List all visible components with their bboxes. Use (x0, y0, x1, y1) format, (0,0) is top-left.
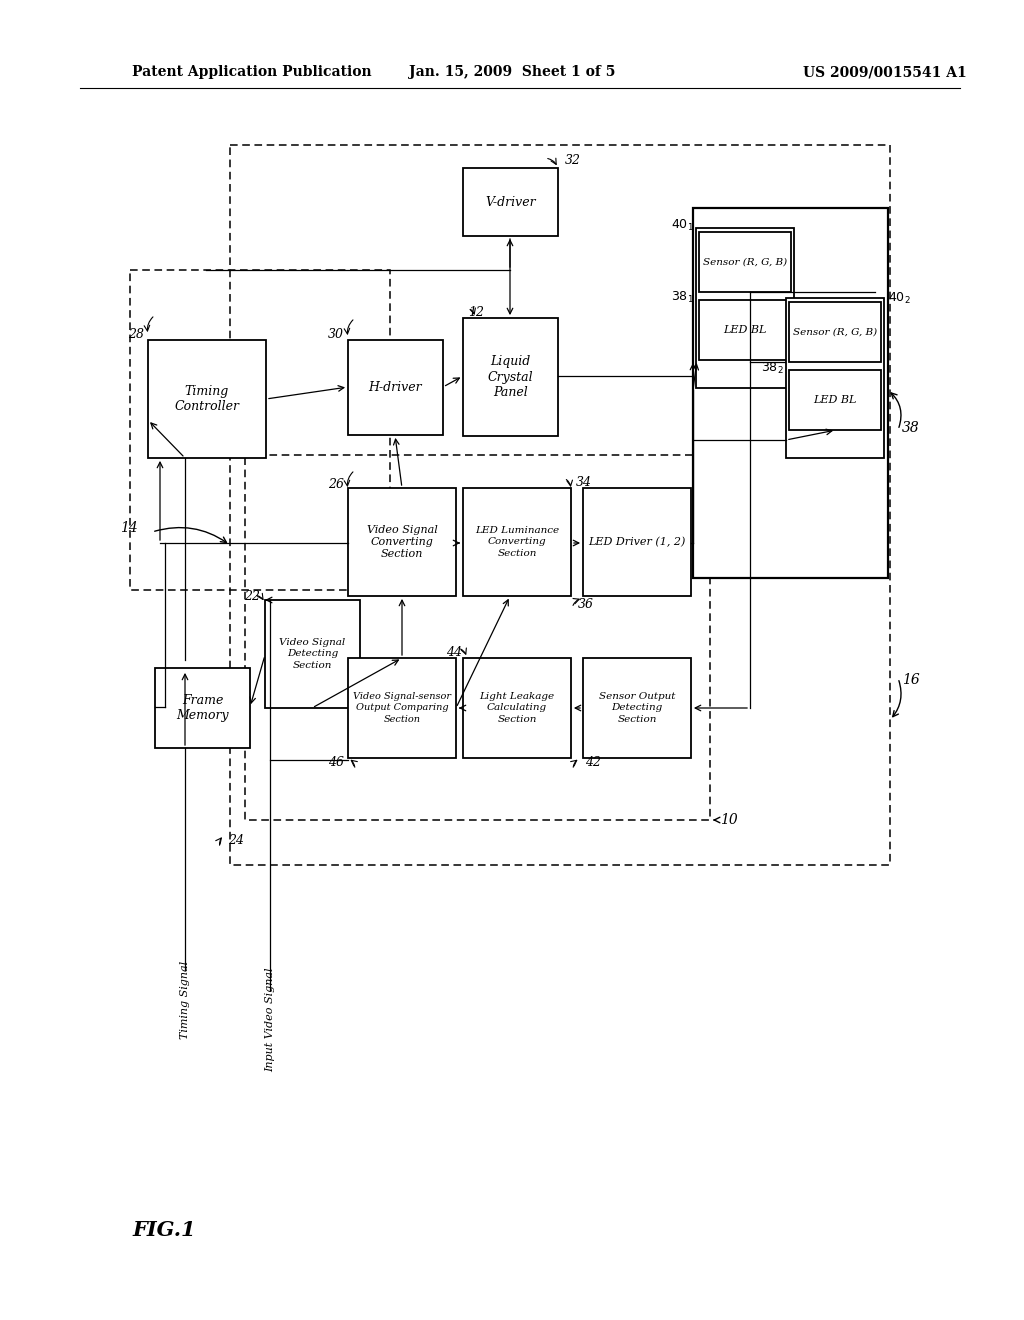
Text: Video Signal-sensor
Output Comparing
Section: Video Signal-sensor Output Comparing Sec… (353, 693, 451, 723)
Text: 36: 36 (578, 598, 594, 611)
Text: US 2009/0015541 A1: US 2009/0015541 A1 (803, 65, 967, 79)
Text: Liquid
Crystal
Panel: Liquid Crystal Panel (487, 355, 534, 400)
FancyBboxPatch shape (348, 657, 456, 758)
Text: 28: 28 (128, 329, 144, 342)
Text: 22: 22 (244, 590, 260, 603)
Text: 42: 42 (585, 756, 601, 770)
Text: 34: 34 (575, 477, 592, 490)
FancyBboxPatch shape (265, 601, 360, 708)
FancyBboxPatch shape (463, 488, 571, 597)
FancyBboxPatch shape (348, 341, 443, 436)
Text: Sensor (R, G, B): Sensor (R, G, B) (793, 327, 878, 337)
Text: Sensor (R, G, B): Sensor (R, G, B) (702, 257, 787, 267)
Text: V-driver: V-driver (485, 195, 536, 209)
Text: 46: 46 (328, 756, 344, 770)
FancyBboxPatch shape (693, 209, 888, 578)
Text: Video Signal
Detecting
Section: Video Signal Detecting Section (280, 639, 346, 669)
Text: Video Signal
Converting
Section: Video Signal Converting Section (367, 524, 437, 560)
Text: Frame
Memory: Frame Memory (176, 693, 228, 722)
Text: 38: 38 (902, 421, 920, 436)
Text: 30: 30 (328, 329, 344, 342)
FancyBboxPatch shape (583, 657, 691, 758)
Text: 24: 24 (228, 833, 244, 846)
Text: $38_1$: $38_1$ (672, 289, 694, 305)
FancyBboxPatch shape (699, 300, 791, 360)
Text: 10: 10 (720, 813, 737, 828)
Text: LED Luminance
Converting
Section: LED Luminance Converting Section (475, 527, 559, 557)
FancyBboxPatch shape (790, 302, 881, 362)
Text: LED BL: LED BL (813, 395, 857, 405)
Text: Light Leakage
Calculating
Section: Light Leakage Calculating Section (479, 693, 555, 723)
Text: $40_1$: $40_1$ (672, 218, 694, 232)
Text: LED BL: LED BL (723, 325, 767, 335)
FancyBboxPatch shape (583, 488, 691, 597)
Text: H-driver: H-driver (369, 381, 422, 393)
Text: Input Video Signal: Input Video Signal (265, 968, 275, 1072)
FancyBboxPatch shape (348, 488, 456, 597)
FancyBboxPatch shape (463, 318, 558, 436)
Text: 26: 26 (328, 478, 344, 491)
FancyBboxPatch shape (786, 298, 884, 458)
FancyBboxPatch shape (463, 657, 571, 758)
Text: Patent Application Publication: Patent Application Publication (132, 65, 372, 79)
FancyBboxPatch shape (463, 168, 558, 236)
Text: FIG.1: FIG.1 (132, 1220, 196, 1239)
Text: $40_2$: $40_2$ (888, 290, 910, 305)
Text: 16: 16 (902, 673, 920, 686)
Text: Jan. 15, 2009  Sheet 1 of 5: Jan. 15, 2009 Sheet 1 of 5 (409, 65, 615, 79)
Text: Timing Signal: Timing Signal (180, 961, 190, 1039)
FancyBboxPatch shape (790, 370, 881, 430)
FancyBboxPatch shape (148, 341, 266, 458)
Text: Sensor Output
Detecting
Section: Sensor Output Detecting Section (599, 693, 675, 723)
Text: 12: 12 (468, 305, 484, 318)
Text: 44: 44 (446, 645, 462, 659)
Text: LED Driver (1, 2): LED Driver (1, 2) (589, 537, 686, 548)
Text: 14: 14 (120, 521, 138, 535)
Text: 32: 32 (565, 153, 581, 166)
FancyBboxPatch shape (696, 228, 794, 388)
FancyBboxPatch shape (155, 668, 250, 748)
FancyBboxPatch shape (699, 232, 791, 292)
Text: Timing
Controller: Timing Controller (174, 384, 240, 413)
Text: $38_2$: $38_2$ (762, 360, 784, 376)
